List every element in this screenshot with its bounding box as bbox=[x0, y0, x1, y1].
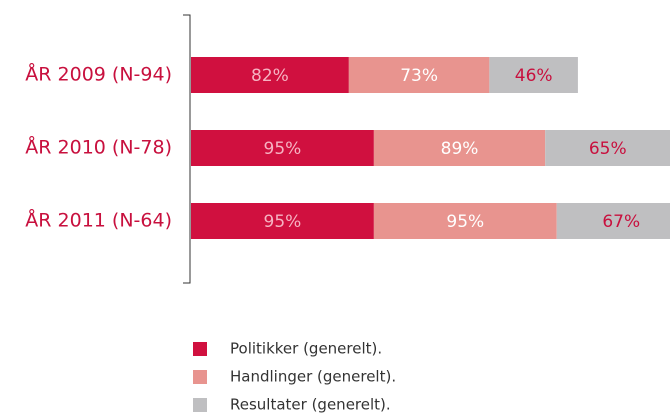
legend-swatch bbox=[193, 342, 207, 356]
legend-label: Politikker (generelt). bbox=[230, 340, 382, 358]
legend-swatch bbox=[193, 370, 207, 384]
legend-label: Resultater (generelt). bbox=[230, 396, 391, 414]
bar-segment bbox=[556, 203, 670, 239]
value-label: 95% bbox=[446, 212, 484, 232]
value-label: 82% bbox=[251, 66, 289, 86]
value-label: 95% bbox=[264, 212, 302, 232]
value-label: 65% bbox=[589, 139, 627, 159]
value-label: 73% bbox=[400, 66, 438, 86]
bar-segment bbox=[373, 203, 557, 239]
value-label: 95% bbox=[264, 139, 302, 159]
bar-segment bbox=[348, 57, 490, 93]
category-label: ÅR 2011 (N-64) bbox=[25, 209, 172, 232]
bar-segment bbox=[191, 130, 374, 166]
bar-segment bbox=[373, 130, 546, 166]
bar-segment bbox=[191, 57, 349, 93]
bar-segment bbox=[191, 203, 374, 239]
bar-segment bbox=[489, 57, 578, 93]
bar-segment bbox=[545, 130, 670, 166]
value-label: 67% bbox=[602, 212, 640, 232]
axis-line bbox=[183, 14, 191, 284]
category-label: ÅR 2010 (N-78) bbox=[25, 136, 172, 159]
legend-label: Handlinger (generelt). bbox=[230, 368, 396, 386]
value-label: 89% bbox=[441, 139, 479, 159]
value-label: 46% bbox=[515, 66, 553, 86]
category-label: ÅR 2009 (N-94) bbox=[25, 63, 172, 86]
legend-swatch bbox=[193, 398, 207, 412]
